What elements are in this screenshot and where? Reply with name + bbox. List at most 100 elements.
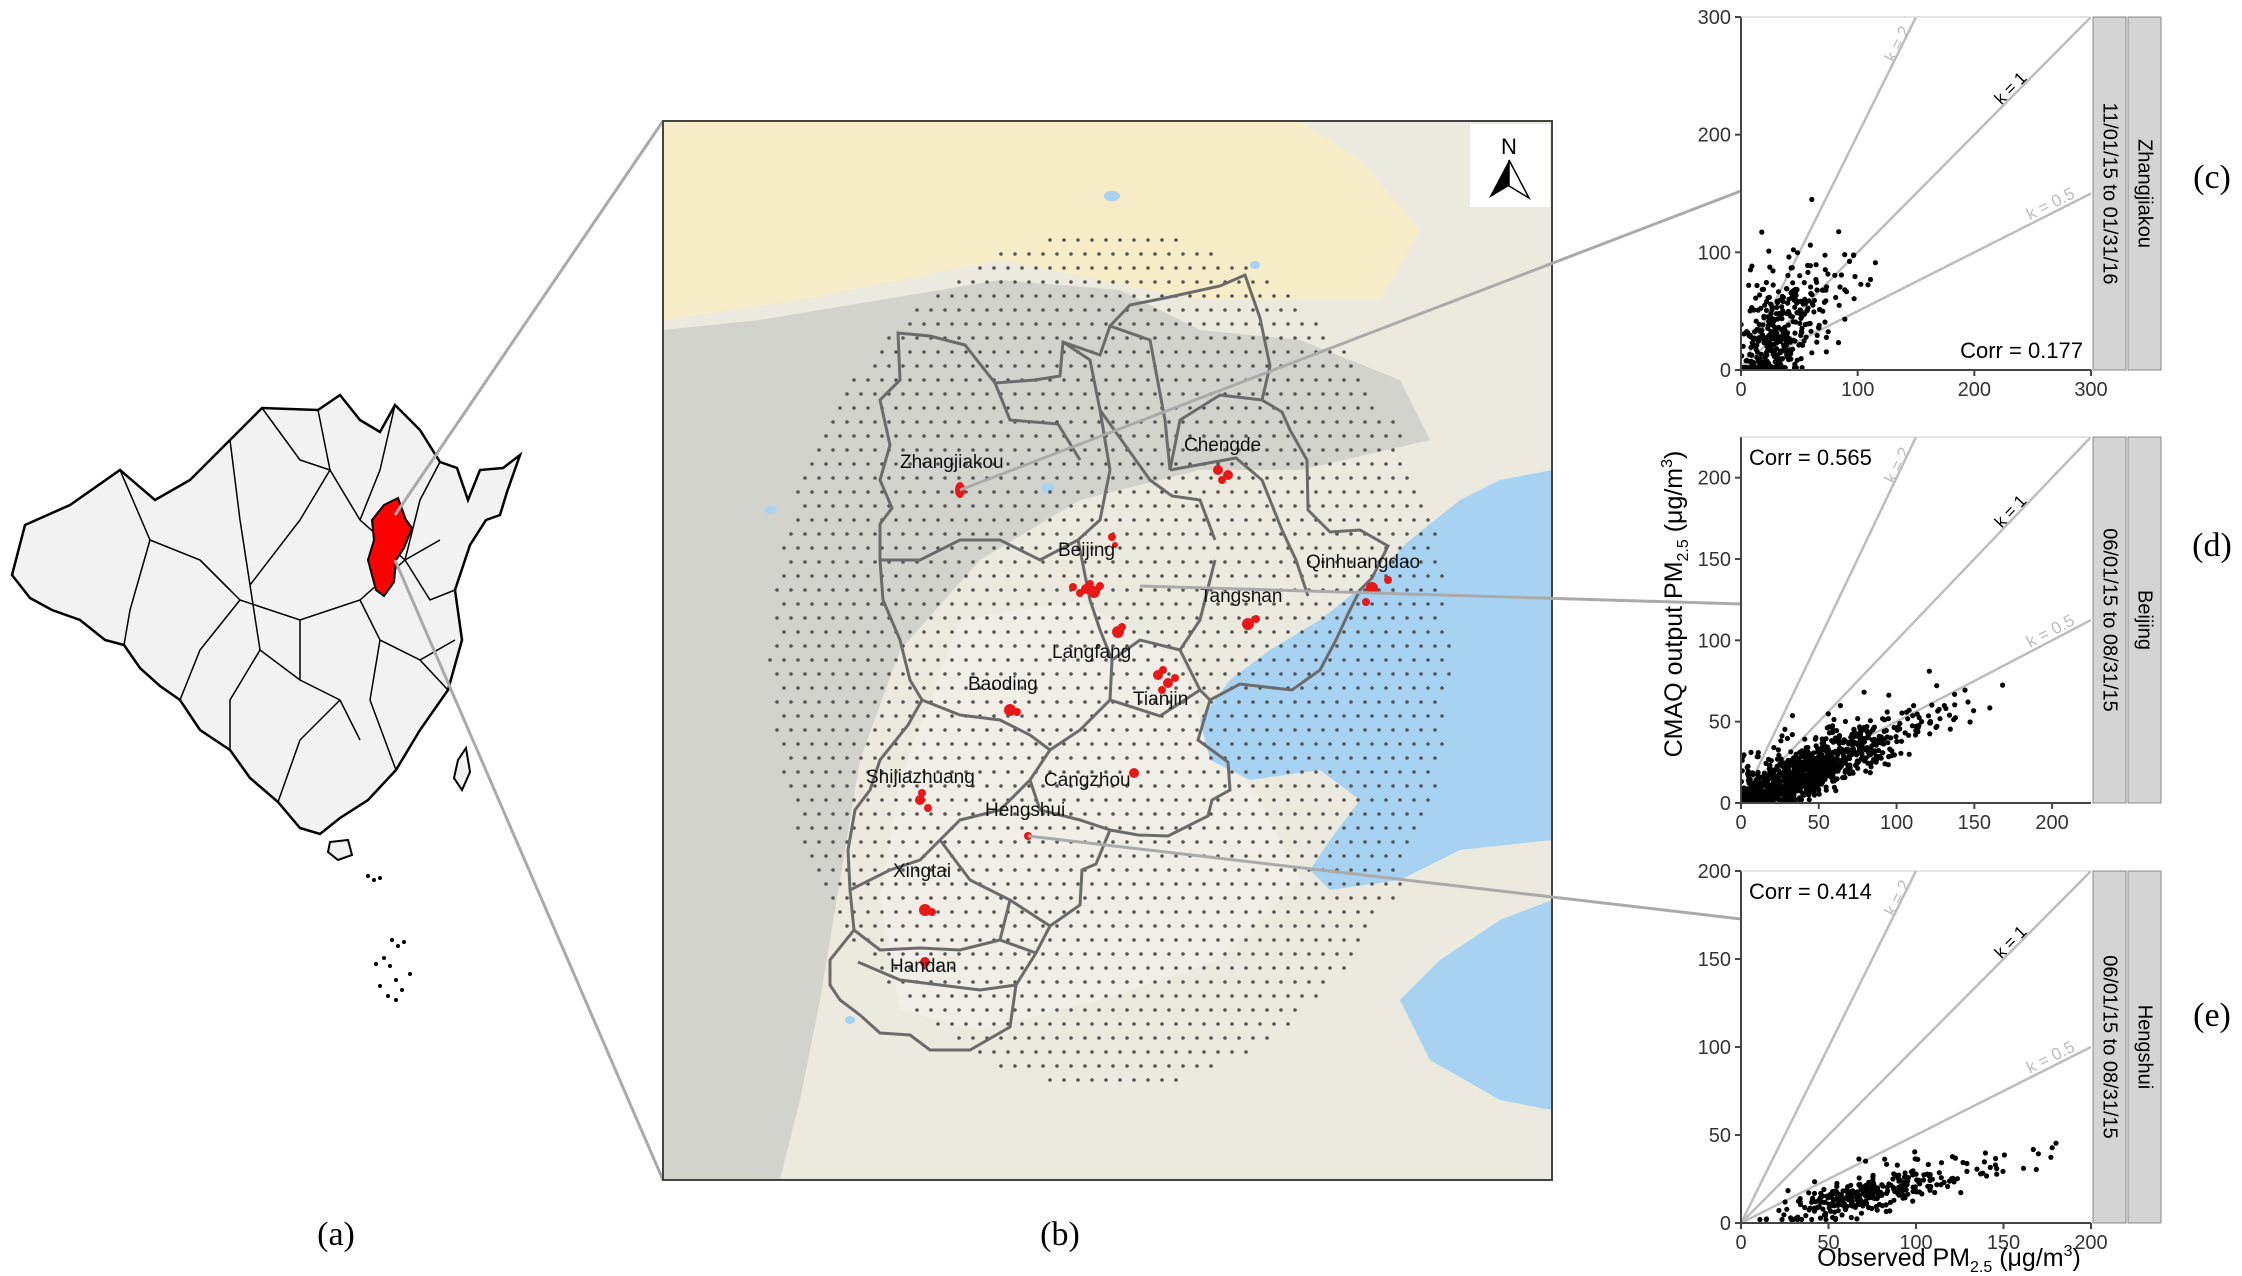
y-tick-label: 0	[1720, 360, 1731, 382]
facet-strip-city	[2127, 870, 2162, 1224]
strip-city-label: Zhangjiakou	[2134, 139, 2156, 248]
x-tick-label: 100	[1880, 812, 1913, 834]
corr-text: Corr = 0.177	[1960, 338, 2083, 363]
north-label: N	[1501, 134, 1517, 159]
panel-label-e: (e)	[2193, 997, 2231, 1034]
ref-line-k1	[1741, 437, 2091, 803]
corr-text: Corr = 0.565	[1749, 445, 1872, 470]
desert-region	[663, 121, 1420, 320]
strip-period-label: 06/01/15 to 08/31/15	[2099, 955, 2121, 1139]
plain-region	[880, 600, 1300, 1030]
y-tick-label: 200	[1698, 861, 1731, 883]
x-tick-label: 0	[1735, 1232, 1746, 1254]
site-connectors	[959, 189, 1742, 921]
x-tick-label: 100	[1841, 379, 1874, 401]
facet-strip-city	[2127, 436, 2162, 804]
city-label-tianjin: Tianjin	[1133, 689, 1188, 710]
yellow-sea	[1400, 900, 1552, 1110]
map-frame	[662, 120, 1553, 1181]
x-tick-label: 50	[1817, 1232, 1839, 1254]
y-tick-label: 150	[1698, 949, 1731, 971]
city-label-handan: Handan	[890, 956, 957, 977]
city-label-beijing: Beijing	[1058, 540, 1115, 561]
x-tick-label: 150	[1958, 812, 1991, 834]
y-tick-label: 0	[1720, 793, 1731, 815]
y-tick-label: 50	[1709, 1125, 1731, 1147]
south-china-sea-islands	[366, 874, 412, 1002]
hebei-map: Zhangjiakou Chengde Beijing Qinhuangdao Tang…	[662, 120, 1553, 1181]
ref-line-k2	[1741, 871, 1918, 1223]
x-tick-label: 100	[1899, 1232, 1932, 1254]
facet-strip-city	[2127, 16, 2162, 371]
y-tick-label: 0	[1720, 1213, 1731, 1235]
city-labels: Zhangjiakou Chengde Beijing Qinhuangdao Tang…	[866, 435, 1420, 977]
x-tick-label: 0	[1735, 379, 1746, 401]
x-axis-title: Observed PM2.5 (μg/m3)	[1817, 1243, 2081, 1276]
strip-period-label: 11/01/15 to 01/31/16	[2099, 102, 2121, 284]
zoom-connector	[393, 120, 665, 1181]
scatter-points	[1741, 668, 2006, 803]
y-tick-label: 200	[1698, 125, 1731, 147]
x-tick-label: 150	[1987, 1232, 2020, 1254]
north-arrow-icon	[1489, 160, 1509, 198]
province-borders	[119, 404, 456, 803]
hebei-province	[366, 496, 414, 598]
north-arrow: N	[1470, 124, 1550, 207]
y-tick-label: 100	[1698, 242, 1731, 264]
ref-line-k0_5	[1741, 1045, 2091, 1223]
lakes	[765, 191, 1260, 1024]
x-tick-label: 200	[2035, 812, 2068, 834]
y-tick-label: 100	[1698, 630, 1731, 652]
taiwan-island	[452, 745, 472, 793]
bohai-sea	[1200, 470, 1552, 890]
panel-label-c: (c)	[2193, 159, 2231, 196]
panel-label-a: (a)	[317, 1216, 355, 1253]
city-label-qinhuangdao: Qinhuangdao	[1306, 552, 1420, 573]
y-tick-label: 200	[1698, 468, 1731, 490]
y-axis-title: CMAQ output PM2.5 (μg/m3)	[1659, 451, 1692, 758]
strip-city-label: Hengshui	[2134, 1005, 2156, 1090]
x-tick-label: 50	[1808, 812, 1830, 834]
ref-line-k1	[1741, 871, 2091, 1223]
y-tick-label: 150	[1698, 549, 1731, 571]
scatter-points	[1757, 1140, 2059, 1223]
panel-label-b: (b)	[1040, 1216, 1080, 1253]
y-tick-label: 50	[1709, 712, 1731, 734]
city-label-xingtai: Xingtai	[893, 861, 951, 882]
facet-strip-period	[2092, 870, 2127, 1224]
strip-period-label: 06/01/15 to 08/31/15	[2099, 528, 2121, 712]
china-outline	[10, 393, 523, 836]
city-label-shijiazhuang: Shijiazhuang	[866, 767, 975, 788]
x-tick-label: 0	[1735, 812, 1746, 834]
facet-strip-period	[2092, 16, 2127, 371]
prefecture-boundaries	[828, 272, 1390, 1052]
x-tick-label: 200	[2074, 1232, 2107, 1254]
china-map	[10, 393, 523, 1002]
facet-strip-period	[2092, 436, 2127, 804]
city-label-chengde: Chengde	[1184, 435, 1261, 456]
strip-city-label: Beijing	[2134, 590, 2156, 650]
city-label-langfang: Langfang	[1052, 642, 1131, 663]
corr-text: Corr = 0.414	[1749, 879, 1872, 904]
city-label-cangzhou: Cangzhou	[1044, 770, 1131, 791]
monitoring-sites	[915, 465, 1392, 967]
x-tick-label: 200	[1958, 379, 1991, 401]
panel-label-d: (d)	[2192, 527, 2232, 564]
y-tick-label: 300	[1698, 7, 1731, 29]
city-label-baoding: Baoding	[968, 674, 1038, 695]
city-label-hengshui: Hengshui	[985, 800, 1065, 821]
city-label-tangshan: Tangshan	[1200, 586, 1282, 607]
y-tick-label: 100	[1698, 1037, 1731, 1059]
mountain-shading	[663, 280, 1430, 1180]
scatter-points	[1741, 196, 1878, 370]
hainan-island	[326, 838, 354, 862]
ref-line-k0_5	[1741, 192, 2091, 370]
x-tick-label: 300	[2074, 379, 2107, 401]
city-label-zhangjiakou: Zhangjiakou	[900, 452, 1004, 473]
ref-line-k2	[1741, 437, 1918, 803]
